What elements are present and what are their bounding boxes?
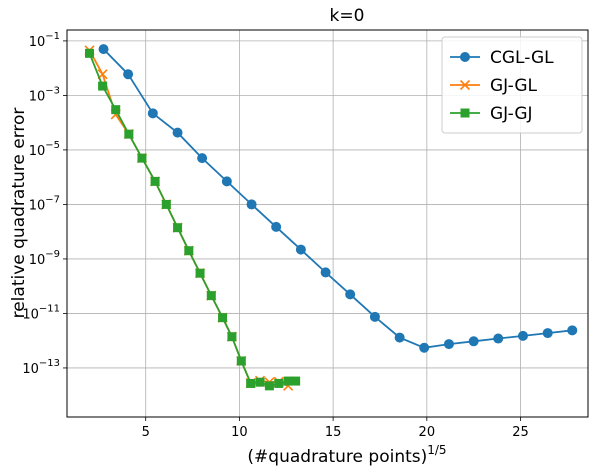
y-tick-label: 10−9	[29, 249, 60, 268]
y-tick-label-exponent: −13	[39, 358, 60, 369]
data-point-gj-gj	[218, 313, 228, 323]
y-tick-label-exponent: −5	[45, 140, 60, 151]
data-point-cgl-gl	[369, 311, 380, 322]
y-tick-label-base: 10	[29, 89, 46, 104]
data-point-gj-gj	[173, 223, 183, 233]
data-point-cgl-gl	[345, 289, 356, 300]
plot-frame	[66, 29, 589, 418]
data-point-gj-gj	[255, 377, 265, 387]
y-tick-label-base: 10	[22, 307, 39, 322]
legend-entry-gj-gl: GJ-GL	[450, 76, 538, 96]
legend-label-cgl-gl: CGL-GL	[490, 48, 554, 68]
data-point-gj-gj	[227, 332, 237, 342]
data-point-cgl-gl	[320, 267, 331, 278]
data-point-cgl-gl	[246, 199, 257, 210]
data-point-cgl-gl	[394, 332, 405, 343]
legend-box	[441, 36, 583, 134]
data-point-gj-gj	[246, 378, 256, 388]
data-point-gj-gj	[195, 268, 205, 278]
y-tick-label-exponent: −7	[45, 194, 60, 205]
legend: CGL-GL GJ-GL GJ-GJ	[441, 36, 583, 134]
data-point-gj-gj	[111, 105, 121, 115]
data-point-cgl-gl	[468, 336, 479, 347]
y-tick-label: 10−13	[22, 358, 60, 377]
y-tick-label: 10−1	[29, 31, 60, 50]
data-point-cgl-gl	[419, 342, 430, 353]
data-point-cgl-gl	[493, 333, 504, 344]
x-tick-label: 15	[325, 425, 342, 440]
data-point-cgl-gl	[443, 339, 454, 350]
legend-marker-gj-gl	[459, 79, 471, 91]
y-tick-label: 10−3	[29, 85, 60, 104]
legend-marker-gj-gj	[460, 108, 470, 118]
data-point-cgl-gl	[197, 153, 208, 164]
data-point-cgl-gl	[147, 108, 158, 119]
data-point-gj-gj	[283, 376, 293, 386]
data-point-gj-gj	[98, 81, 108, 91]
data-point-gj-gj	[124, 129, 134, 139]
y-tick-label-exponent: −1	[45, 31, 60, 42]
y-tick-label: 10−5	[29, 140, 60, 159]
data-point-gj-gj	[206, 291, 216, 301]
x-tick-label: 10	[231, 425, 248, 440]
y-tick-label: 10−11	[22, 303, 60, 322]
data-point-gj-gj	[291, 376, 301, 386]
data-point-cgl-gl	[517, 330, 528, 341]
x-axis-label-text: (#quadrature points)	[247, 447, 427, 467]
legend-entry-cgl-gl: CGL-GL	[450, 48, 554, 68]
legend-marker-cgl-gl	[460, 52, 470, 62]
x-tick-label: 5	[142, 425, 150, 440]
legend-entry-gj-gj: GJ-GJ	[450, 104, 533, 124]
data-point-gj-gj	[264, 381, 274, 391]
data-point-cgl-gl	[123, 69, 134, 80]
data-point-gj-gj	[161, 199, 171, 209]
data-point-cgl-gl	[542, 328, 553, 339]
series-layer	[84, 44, 578, 391]
legend-marker-gj-gl-stroke	[459, 79, 471, 91]
series-gj-gj	[84, 48, 301, 391]
x-tick-label: 20	[419, 425, 436, 440]
series-cgl-gl	[98, 44, 578, 353]
data-point-gj-gj	[274, 378, 284, 388]
data-point-cgl-gl	[271, 221, 282, 232]
y-tick-label-exponent: −3	[45, 85, 60, 96]
data-point-cgl-gl	[172, 127, 183, 138]
x-tick-label: 25	[512, 425, 529, 440]
y-tick-label-base: 10	[29, 253, 46, 268]
y-axis-label: relative quadrature error	[9, 108, 29, 319]
data-point-gj-gj	[236, 356, 246, 366]
y-tick-label-base: 10	[29, 144, 46, 159]
data-point-gj-gj	[150, 176, 160, 186]
y-tick-label-base: 10	[29, 35, 46, 50]
chart-title: k=0	[330, 6, 365, 26]
y-tick-label-base: 10	[29, 198, 46, 213]
data-point-cgl-gl	[295, 244, 306, 255]
legend-label-gj-gj: GJ-GJ	[490, 104, 533, 124]
data-point-gj-gj	[184, 246, 194, 256]
y-tick-label-exponent: −11	[39, 303, 60, 314]
data-point-cgl-gl	[567, 325, 578, 336]
legend-label-gj-gl: GJ-GL	[490, 76, 538, 96]
x-axis-label-exponent: 1/5	[427, 443, 446, 457]
y-tick-label-base: 10	[22, 362, 39, 377]
data-point-cgl-gl	[98, 44, 109, 55]
y-tick-label-exponent: −9	[45, 249, 60, 260]
y-tick-label: 10−7	[29, 194, 60, 213]
x-axis-label: (#quadrature points)1/5	[247, 443, 446, 467]
data-point-cgl-gl	[221, 176, 232, 187]
data-point-gj-gj	[84, 48, 94, 58]
grid	[67, 30, 588, 417]
data-point-gj-gj	[137, 153, 147, 163]
